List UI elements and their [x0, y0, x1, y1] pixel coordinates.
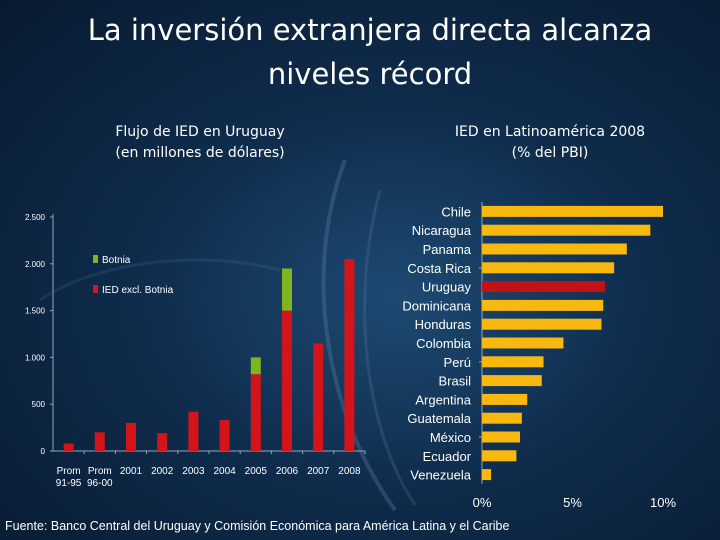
- left-x-tick-label: 2001: [120, 466, 143, 477]
- latam-bar: [482, 450, 517, 462]
- right-x-tick-label: 0%: [473, 495, 492, 510]
- left-y-tick-label: 2.500: [25, 213, 46, 222]
- country-label: Chile: [441, 204, 471, 219]
- left-x-tick-label: 91-95: [56, 478, 82, 489]
- latam-bar: [482, 299, 604, 311]
- bar-ied-excl-botnia: [282, 310, 292, 451]
- left-y-tick-label: 500: [32, 400, 46, 409]
- country-label: Argentina: [415, 392, 471, 407]
- left-x-tick-label: 2007: [307, 466, 330, 477]
- country-label: Nicaragua: [412, 223, 472, 238]
- bar-ied-excl-botnia: [250, 374, 261, 451]
- left-x-tick-label: 2002: [151, 466, 174, 477]
- latam-bar: [482, 224, 651, 236]
- left-y-tick-label: 2.000: [25, 260, 46, 269]
- latam-bar: [482, 393, 528, 405]
- legend-label: IED excl. Botnia: [102, 285, 174, 296]
- page-title: La inversión extranjera directa alcanza …: [87, 13, 653, 91]
- country-label: Costa Rica: [407, 261, 471, 276]
- latam-bar: [482, 337, 564, 349]
- right-chart-subtitle: IED en Latinoamérica 2008 (% del PBI): [430, 122, 670, 164]
- left-chart-subtitle-line2: (en millones de dólares): [115, 145, 285, 161]
- bar-ied-excl-botnia: [63, 443, 74, 451]
- bar-ied-excl-botnia: [313, 343, 324, 451]
- bar-botnia: [250, 357, 261, 375]
- right-x-tick-label: 5%: [563, 495, 582, 510]
- left-x-tick-label: 96-00: [87, 478, 113, 489]
- left-y-tick-label: 1.000: [25, 353, 46, 362]
- left-chart-subtitle: Flujo de IED en Uruguay (en millones de …: [100, 122, 300, 164]
- country-label: Panama: [423, 242, 472, 257]
- left-x-tick-label: 2005: [245, 466, 268, 477]
- source-note: Fuente: Banco Central del Uruguay y Comi…: [5, 519, 510, 533]
- latam-bar: [482, 281, 606, 293]
- latam-bar: [482, 431, 521, 443]
- latam-bar: [482, 375, 542, 387]
- left-x-tick-label: 2008: [338, 466, 361, 477]
- left-x-tick-label: Prom: [57, 466, 81, 477]
- latam-bar: [482, 318, 602, 330]
- bar-ied-excl-botnia: [344, 259, 355, 451]
- country-label: Perú: [444, 355, 471, 370]
- legend-label: Botnia: [102, 255, 131, 266]
- left-chart-subtitle-line1: Flujo de IED en Uruguay: [115, 124, 285, 140]
- bar-ied-excl-botnia: [157, 433, 168, 451]
- bar-ied-excl-botnia: [126, 422, 136, 451]
- country-label: Ecuador: [423, 449, 472, 464]
- latam-bar: [482, 262, 615, 274]
- country-label: Venezuela: [410, 468, 471, 483]
- left-x-tick-label: 2006: [276, 466, 299, 477]
- bar-ied-excl-botnia: [219, 420, 230, 451]
- bar-botnia: [282, 268, 292, 311]
- right-chart-subtitle-line1: IED en Latinoamérica 2008: [454, 124, 646, 140]
- left-x-tick-label: 2003: [182, 466, 205, 477]
- right-x-tick-label: 10%: [650, 495, 676, 510]
- left-y-tick-label: 0: [41, 447, 46, 456]
- country-label: Brasil: [438, 374, 471, 389]
- latam-bar: [482, 412, 522, 424]
- country-label: México: [430, 430, 471, 445]
- country-label: Uruguay: [422, 280, 472, 295]
- left-x-tick-label: Prom: [88, 466, 112, 477]
- legend-swatch: [93, 285, 98, 293]
- country-label: Guatemala: [407, 411, 471, 426]
- country-label: Dominicana: [402, 298, 471, 313]
- latam-bar: [482, 469, 492, 481]
- right-chart-subtitle-line2: (% del PBI): [511, 145, 589, 161]
- left-y-tick-label: 1.500: [25, 307, 46, 316]
- latam-bar: [482, 243, 627, 255]
- country-label: Honduras: [415, 317, 472, 332]
- country-label: Colombia: [416, 336, 472, 351]
- bar-ied-excl-botnia: [94, 432, 105, 451]
- latam-bar: [482, 205, 663, 217]
- legend-swatch: [93, 255, 98, 263]
- latam-bar: [482, 356, 544, 368]
- left-x-tick-label: 2004: [213, 466, 236, 477]
- bar-ied-excl-botnia: [188, 411, 199, 451]
